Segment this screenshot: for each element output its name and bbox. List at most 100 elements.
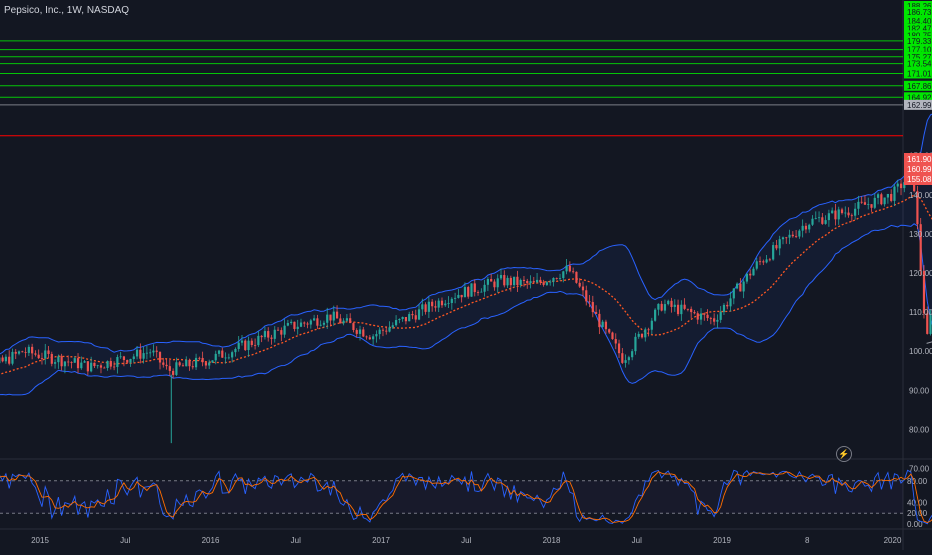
candle-body xyxy=(431,302,433,306)
candle-body xyxy=(274,330,276,339)
candle-body xyxy=(615,339,617,343)
candle-body xyxy=(647,329,649,330)
candle-body xyxy=(51,354,53,364)
candle-body xyxy=(38,355,40,358)
candle-body xyxy=(133,356,135,359)
candle-body xyxy=(169,366,171,371)
candle-body xyxy=(667,301,669,304)
candle-body xyxy=(572,271,574,272)
candle-body xyxy=(811,219,813,225)
candle-body xyxy=(231,352,233,357)
time-tick-label: Jul xyxy=(120,536,130,545)
candle-body xyxy=(736,284,738,289)
candle-body xyxy=(333,312,335,321)
candle-body xyxy=(821,217,823,224)
candle-body xyxy=(103,368,105,369)
candle-body xyxy=(8,357,10,364)
candle-body xyxy=(470,283,472,296)
price-pane xyxy=(0,0,902,456)
candle-body xyxy=(743,282,745,292)
candle-body xyxy=(385,331,387,332)
fib-level-label: 173.54 xyxy=(907,60,932,69)
candle-body xyxy=(106,361,108,368)
candle-body xyxy=(238,343,240,349)
candle-body xyxy=(126,360,128,363)
candle-body xyxy=(884,198,886,205)
candle-body xyxy=(11,352,13,364)
candle-body xyxy=(487,279,489,285)
candle-body xyxy=(388,327,390,331)
candle-body xyxy=(379,330,381,334)
candle-body xyxy=(21,351,23,352)
candle-body xyxy=(64,362,66,367)
candle-body xyxy=(592,302,594,312)
fib-level-label: 171.01 xyxy=(907,69,932,78)
candle-body xyxy=(828,213,830,220)
candle-body xyxy=(369,337,371,339)
candle-body xyxy=(834,211,836,220)
candle-body xyxy=(428,302,430,312)
candle-body xyxy=(625,360,627,363)
candle-body xyxy=(346,318,348,320)
candle-body xyxy=(80,363,82,369)
time-tick-label: 8 xyxy=(805,536,810,545)
candle-body xyxy=(490,279,492,282)
candle-body xyxy=(300,323,302,327)
candle-body xyxy=(395,320,397,325)
candle-body xyxy=(284,326,286,335)
candle-body xyxy=(477,292,479,293)
candle-body xyxy=(720,312,722,320)
candle-body xyxy=(297,327,299,329)
price-tick-label: 120.00 xyxy=(909,269,932,278)
candle-body xyxy=(739,284,741,292)
time-tick-label: Jul xyxy=(632,536,642,545)
candle-body xyxy=(792,235,794,236)
candle-body xyxy=(867,204,869,205)
candle-body xyxy=(218,351,220,354)
candle-body xyxy=(706,315,708,318)
candle-body xyxy=(503,275,505,285)
candle-body xyxy=(113,367,115,368)
candle-body xyxy=(61,356,63,366)
candle-body xyxy=(533,281,535,282)
candle-body xyxy=(680,305,682,314)
price-tick-label: 70.00 xyxy=(909,465,930,474)
candle-body xyxy=(756,261,758,268)
candle-body xyxy=(77,358,79,368)
candle-body xyxy=(641,334,643,337)
candle-body xyxy=(870,204,872,208)
current-price-label: 162.99 xyxy=(907,101,932,110)
candle-body xyxy=(598,314,600,327)
candle-body xyxy=(447,303,449,304)
candle-body xyxy=(241,341,243,343)
candle-body xyxy=(582,287,584,291)
candle-body xyxy=(831,211,833,214)
lightning-icon[interactable]: ⚡ xyxy=(836,446,852,462)
candle-body xyxy=(608,329,610,332)
candle-body xyxy=(631,351,633,357)
candle-body xyxy=(392,325,394,327)
candle-body xyxy=(28,347,30,353)
candle-body xyxy=(247,341,249,350)
candle-body xyxy=(202,358,204,362)
candle-body xyxy=(195,358,197,367)
candle-body xyxy=(579,283,581,287)
candle-body xyxy=(844,213,846,214)
candle-body xyxy=(120,356,122,357)
candle-body xyxy=(493,282,495,288)
candle-body xyxy=(228,357,230,358)
candle-body xyxy=(306,324,308,325)
candle-body xyxy=(405,317,407,321)
extra-price-label: 161.90 xyxy=(907,155,932,164)
candle-body xyxy=(628,357,630,360)
candle-body xyxy=(424,304,426,312)
candle-body xyxy=(562,271,564,278)
candle-body xyxy=(825,220,827,224)
candle-body xyxy=(175,362,177,375)
candle-body xyxy=(595,312,597,314)
candle-body xyxy=(234,349,236,352)
candle-body xyxy=(716,320,718,322)
candle-body xyxy=(251,341,253,345)
